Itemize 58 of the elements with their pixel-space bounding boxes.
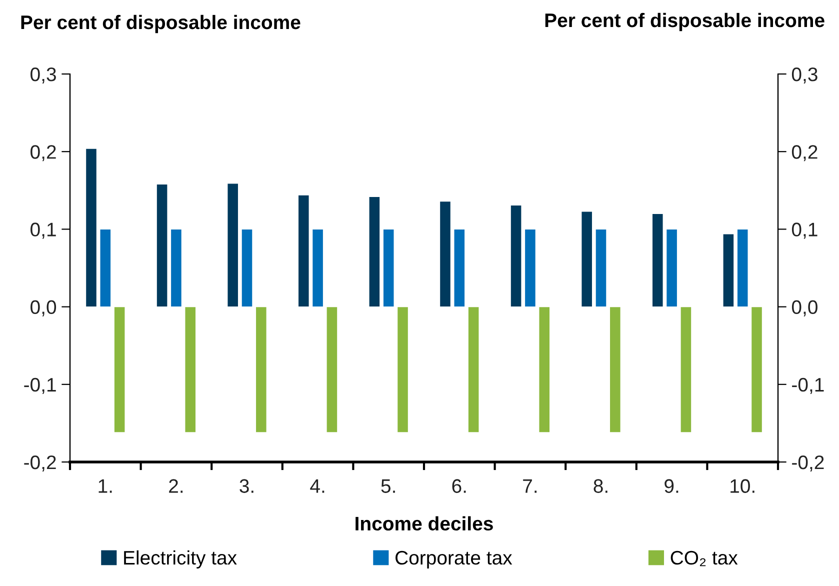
y-tick-label: 0,3 xyxy=(30,67,56,84)
bar xyxy=(652,213,664,308)
bar xyxy=(609,306,621,433)
bar xyxy=(595,228,607,308)
x-tick-label: 6. xyxy=(452,479,466,493)
y-tick-label: 0,1 xyxy=(30,222,56,239)
bar xyxy=(255,306,267,433)
x-tick-label: 7. xyxy=(523,479,537,493)
bar xyxy=(524,228,536,308)
bar xyxy=(581,211,593,308)
x-tick-label: 10. xyxy=(730,479,754,493)
bar xyxy=(156,184,168,308)
bar xyxy=(85,148,98,308)
y-axis-title: Per cent of disposable income xyxy=(21,14,300,34)
bar xyxy=(382,228,394,308)
bar xyxy=(396,306,409,433)
bar xyxy=(368,196,380,308)
x-tick-label: 1. xyxy=(98,479,112,493)
bar xyxy=(114,306,126,433)
y2-tick-label: 0,0 xyxy=(792,300,818,316)
bar xyxy=(722,234,734,308)
bar xyxy=(170,228,182,308)
x-tick-label: 5. xyxy=(381,479,395,493)
legend-label: Electricity tax xyxy=(124,550,237,568)
y-tick-label: 0,2 xyxy=(30,145,56,162)
x-axis-title: Income deciles xyxy=(356,516,493,531)
bar xyxy=(227,183,239,308)
x-tick-label: 4. xyxy=(310,479,324,493)
bar xyxy=(468,306,480,433)
x-tick-label: 8. xyxy=(594,479,608,493)
bar xyxy=(312,228,324,308)
bar xyxy=(241,228,253,308)
legend-label: Corporate tax xyxy=(396,550,512,568)
bar xyxy=(750,306,763,433)
bar xyxy=(326,306,338,433)
y-tick-label: -0,1 xyxy=(24,378,56,394)
bar xyxy=(538,306,550,433)
bar xyxy=(736,228,748,308)
y2-tick-label: 0,3 xyxy=(792,67,818,84)
x-tick-label: 3. xyxy=(240,479,254,493)
x-tick-label: 2. xyxy=(169,479,183,493)
y-tick-label: 0,0 xyxy=(30,300,56,316)
y2-tick-label: -0,2 xyxy=(792,455,824,472)
bar xyxy=(298,194,310,308)
y2-tick-label: 0,2 xyxy=(792,145,818,162)
bar xyxy=(439,200,452,308)
bar xyxy=(510,204,522,308)
x-tick-label: 9. xyxy=(664,479,678,493)
bar xyxy=(680,306,692,433)
legend-label: CO₂ tax xyxy=(670,550,738,566)
y-tick-label: -0,2 xyxy=(24,455,56,472)
y2-axis-title: Per cent of disposable income xyxy=(545,12,824,32)
bar xyxy=(454,228,466,308)
y2-tick-label: -0,1 xyxy=(792,378,824,394)
y2-tick-label: 0,1 xyxy=(792,222,818,239)
bar xyxy=(184,306,196,433)
bar xyxy=(100,228,112,308)
bar xyxy=(666,228,678,308)
